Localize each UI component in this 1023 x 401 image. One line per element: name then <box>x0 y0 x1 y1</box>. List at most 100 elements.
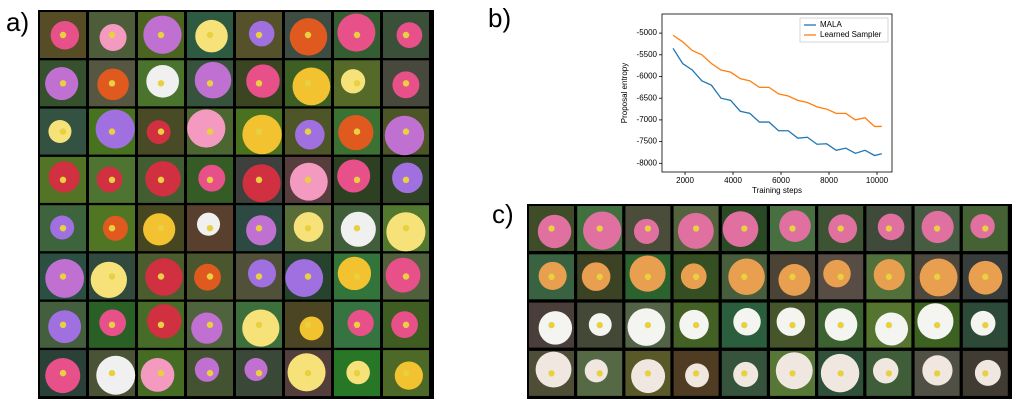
x-tick-label: 8000 <box>820 176 838 185</box>
image-flower-center <box>354 322 360 328</box>
image-flower <box>539 311 573 345</box>
image-flower-center <box>645 322 651 328</box>
image-flower-center <box>982 225 988 231</box>
image-flower <box>630 256 666 292</box>
image-flower <box>197 213 220 236</box>
image-flower-center <box>60 225 66 231</box>
image-flower <box>246 64 279 97</box>
image-flower-center <box>60 32 66 38</box>
image-flower-center <box>158 128 164 134</box>
y-tick-label: -7500 <box>637 137 658 146</box>
page: a) b) c) 200040006000800010000-8000-7500… <box>0 0 1023 401</box>
image-flower-center <box>548 274 554 280</box>
image-flower-center <box>109 370 115 376</box>
image-flower <box>779 210 811 242</box>
image-flower <box>634 219 659 244</box>
image-flower-center <box>354 80 360 86</box>
image-flower <box>723 211 759 247</box>
image-flower-center <box>256 32 262 38</box>
image-flower <box>823 260 850 287</box>
image-flower-center <box>838 322 844 328</box>
image-flower-center <box>305 177 311 183</box>
image-flower-center <box>109 128 115 134</box>
image-flower <box>195 357 219 381</box>
image-flower <box>777 307 805 335</box>
image-flower-center <box>934 274 940 280</box>
image-flower-center <box>789 225 795 231</box>
image-flower <box>875 312 908 345</box>
image-flower-center <box>305 128 311 134</box>
image-flower <box>242 309 279 346</box>
image-flower-center <box>109 32 115 38</box>
image-flower <box>536 352 572 388</box>
image-flower-center <box>548 370 554 376</box>
image-flower <box>397 22 423 48</box>
image-flower-center <box>354 370 360 376</box>
image-flower <box>778 264 810 296</box>
image-flower-center <box>207 225 213 231</box>
image-flower <box>96 110 135 149</box>
line-series <box>673 35 882 126</box>
image-flower <box>191 313 222 344</box>
image-flower <box>776 352 813 389</box>
image-flower <box>187 109 225 147</box>
line-series <box>673 48 882 155</box>
image-flower-center <box>403 128 409 134</box>
legend-label: Learned Sampler <box>820 30 882 39</box>
image-flower-center <box>982 274 988 280</box>
image-flower-center <box>693 274 699 280</box>
image-flower <box>300 316 324 340</box>
image-flower <box>337 159 370 192</box>
image-flower-center <box>886 274 892 280</box>
image-flower-center <box>207 32 213 38</box>
image-flower-center <box>403 322 409 328</box>
image-flower <box>583 211 621 249</box>
image-flower <box>295 120 325 150</box>
image-flower-center <box>354 32 360 38</box>
image-flower-center <box>645 370 651 376</box>
image-flower <box>195 62 232 99</box>
panel-label: c) <box>492 199 514 229</box>
image-flower-center <box>305 80 311 86</box>
image-flower-center <box>403 273 409 279</box>
image-flower-center <box>982 370 988 376</box>
image-flower <box>96 356 135 395</box>
image-flower-center <box>60 273 66 279</box>
image-flower <box>395 361 423 389</box>
image-flower-center <box>158 225 164 231</box>
panel-label: b) <box>488 3 511 33</box>
image-flower-center <box>109 177 115 183</box>
image-flower-center <box>403 80 409 86</box>
image-flower-center <box>109 273 115 279</box>
image-flower <box>585 359 608 382</box>
image-flower-center <box>741 274 747 280</box>
image-flower-center <box>207 273 213 279</box>
image-flower-center <box>158 370 164 376</box>
x-tick-label: 10000 <box>866 176 889 185</box>
image-flower <box>243 164 281 202</box>
image-flower <box>141 358 175 392</box>
image-flower-center <box>597 322 603 328</box>
image-flower-center <box>645 225 651 231</box>
image-flower-center <box>934 322 940 328</box>
image-flower <box>385 116 424 155</box>
figure: a) b) c) 200040006000800010000-8000-7500… <box>0 0 1023 401</box>
image-flower-center <box>886 370 892 376</box>
image-flower-center <box>403 32 409 38</box>
image-flower-center <box>60 80 66 86</box>
image-flower-center <box>789 274 795 280</box>
x-tick-label: 6000 <box>772 176 790 185</box>
image-flower-center <box>305 273 311 279</box>
image-flower-center <box>548 225 554 231</box>
image-flower <box>733 308 760 335</box>
y-axis-label: Proposal entropy <box>620 63 629 123</box>
image-flower-center <box>60 177 66 183</box>
y-tick-label: -5000 <box>637 28 658 37</box>
image-flower <box>538 215 571 248</box>
image-flower-center <box>60 322 66 328</box>
image-flower-center <box>838 225 844 231</box>
image-flower <box>348 310 374 336</box>
image-flower <box>242 115 281 154</box>
image-flower <box>873 358 898 383</box>
image-flower-center <box>305 32 311 38</box>
